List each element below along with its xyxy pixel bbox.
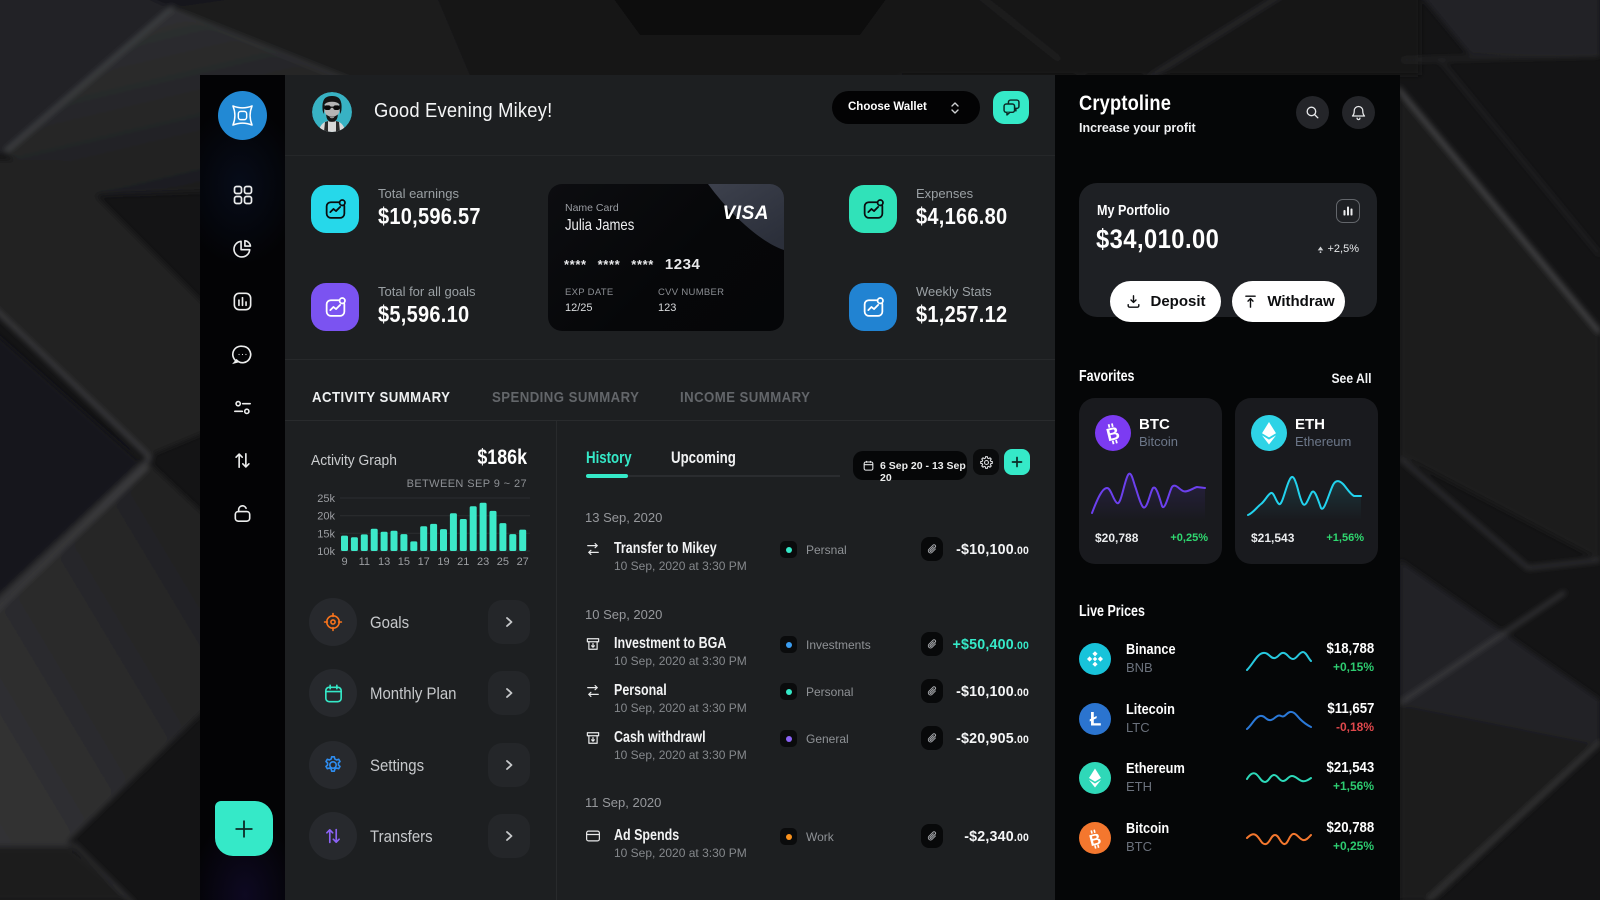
svg-text:15: 15 [398,556,410,568]
svg-text:19: 19 [437,556,449,568]
svg-text:17: 17 [418,556,430,568]
svg-text:B: B [1088,831,1103,850]
svg-text:21: 21 [457,556,469,568]
svg-text:25k: 25k [317,493,335,505]
svg-text:11: 11 [359,556,370,568]
svg-text:Ł: Ł [1090,710,1102,731]
svg-text:20k: 20k [317,511,335,523]
svg-text:15k: 15k [317,528,335,540]
svg-text:25: 25 [497,556,509,568]
svg-text:9: 9 [341,556,347,568]
svg-text:23: 23 [477,556,489,568]
svg-text:13: 13 [378,556,390,568]
svg-text:27: 27 [517,556,529,568]
svg-text:10k: 10k [317,546,335,558]
svg-text:B: B [1104,423,1121,446]
